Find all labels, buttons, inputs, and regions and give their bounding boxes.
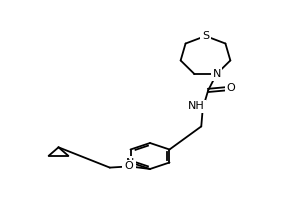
Text: O: O <box>226 83 235 93</box>
Text: NH: NH <box>188 101 205 111</box>
Text: N: N <box>126 158 135 168</box>
Text: S: S <box>202 31 209 41</box>
Text: N: N <box>212 69 221 79</box>
Text: O: O <box>124 161 133 171</box>
